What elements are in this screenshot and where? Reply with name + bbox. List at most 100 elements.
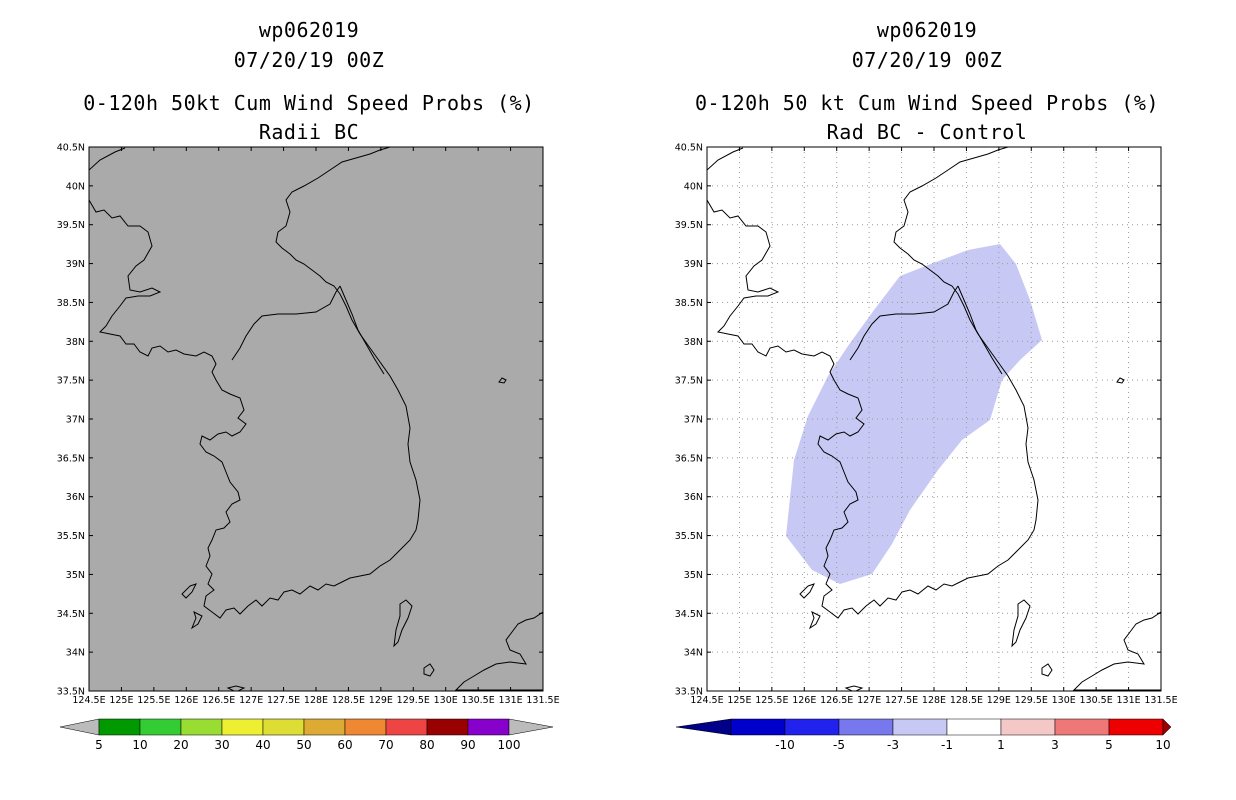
colorbar-label: 70 [378,738,393,752]
colorbar-segment [1054,718,1110,736]
lon-label: 131.5E [1144,695,1177,706]
lat-label: 36N [66,492,85,503]
lat-label: 33.5N [675,687,703,698]
lon-label: 127E [857,695,881,706]
lat-label: 38.5N [675,298,703,309]
east-coast-line [957,285,1003,375]
colorbar-high-arrow [508,718,554,736]
lon-label: 127.5E [267,695,300,706]
lon-label: 128.5E [332,695,365,706]
left-map-panel: wp062019 07/20/19 00Z 0-120h 50kt Cum Wi… [57,18,560,753]
island [1116,377,1125,384]
lat-label: 35.5N [675,531,703,542]
colorbar-label: -10 [775,738,795,752]
colorbar-label: 10 [132,738,147,752]
lon-label: 124.5E [72,695,105,706]
lon-label: 127.5E [885,695,918,706]
japan-coastline [1072,611,1161,691]
colorbar-label: 30 [214,738,229,752]
island [190,611,203,630]
lon-label: 129.5E [397,695,430,706]
colorbar-segment [946,718,1002,736]
colorbar-segment [467,718,510,736]
colorbar-label: 50 [296,738,311,752]
colorbar-segment [385,718,428,736]
lon-label: 126.5E [202,695,235,706]
lat-label: 34.5N [675,609,703,620]
subtitle: Rad BC - Control [826,120,1028,144]
lon-label: 126E [792,695,816,706]
colorbar-label: 5 [95,738,103,752]
colorbar-label: 10 [1155,738,1170,752]
lat-lon-grid [707,147,1161,691]
lat-label: 37N [66,415,85,426]
lat-label: 39N [684,259,703,270]
lon-label: 125.5E [137,695,170,706]
lon-label: 131E [1117,695,1141,706]
island [1011,599,1031,648]
lon-label: 126E [174,695,198,706]
lon-label: 127E [239,695,263,706]
east-coast-line [339,285,385,375]
lat-label: 36.5N [675,453,703,464]
lat-label: 33.5N [57,687,85,698]
colorbar-segment [180,718,223,736]
lon-label: 124.5E [690,695,723,706]
subtitle: Radii BC [258,120,360,144]
lon-label: 130.5E [1080,695,1113,706]
colorbar-segment [892,718,948,736]
lon-label: 128E [304,695,328,706]
lon-label: 125E [109,695,133,706]
lat-label: 35.5N [57,531,85,542]
island [423,663,435,677]
lon-label: 126.5E [820,695,853,706]
colorbar-high-arrow [1162,718,1172,736]
lat-label: 34.5N [57,609,85,620]
map-background [89,147,543,691]
probability-anomaly-area [786,244,1042,584]
colorbar-segment [262,718,305,736]
date-title: 07/20/19 00Z [233,48,385,72]
colorbar: 5 10 20 30 40 50 60 70 80 90 100 [59,718,554,752]
lat-label: 37.5N [675,376,703,387]
lon-label: 128E [922,695,946,706]
lon-label: 125E [727,695,751,706]
lat-label: 39.5N [57,220,85,231]
lat-label: 34N [684,648,703,659]
island [808,611,821,630]
lat-label: 40N [66,181,85,192]
storm-id-title: wp062019 [876,18,978,42]
lon-label: 131E [499,695,523,706]
right-map-panel: wp062019 07/20/19 00Z 0-120h 50 kt Cum W… [618,0,1236,800]
colorbar-segment [1108,718,1164,736]
lon-label: 129.5E [1015,695,1048,706]
colorbar-label: 20 [173,738,188,752]
lat-label: 34N [66,648,85,659]
colorbar-low-arrow [59,718,100,736]
island [393,599,413,648]
colorbar-segment [344,718,387,736]
colorbar-segment [730,718,786,736]
lat-label: 39N [66,259,85,270]
right-map-svg: 40.5N 40N 39.5N 39N 38.5N 38N 37.5N 37N 36.5N 36N… [675,143,1178,753]
lat-label: 35N [66,570,85,581]
colorbar: -10 -5 -3 -1 1 3 5 10 [675,718,1172,752]
lat-label: 38N [66,337,85,348]
lat-label: 40.5N [675,143,703,154]
lat-label: 38N [684,337,703,348]
lat-label: 40.5N [57,143,85,154]
lat-label: 36N [684,492,703,503]
dmz-border [849,285,959,361]
lat-label: 36.5N [57,453,85,464]
colorbar-label: 60 [337,738,352,752]
lon-label: 128.5E [950,695,983,706]
lat-label: 37N [684,415,703,426]
lat-label: 40N [684,181,703,192]
colorbar-label: -5 [833,738,845,752]
colorbar-segment [1000,718,1056,736]
lon-label: 130E [434,695,458,706]
product-title: 0-120h 50kt Cum Wind Speed Probs (%) [83,91,535,115]
left-map-svg: 40.5N 40N 39.5N 39N 38.5N 38N 37.5N 37N 36.5N 36N… [57,143,560,753]
storm-id-title: wp062019 [258,18,360,42]
colorbar-label: 80 [419,738,434,752]
